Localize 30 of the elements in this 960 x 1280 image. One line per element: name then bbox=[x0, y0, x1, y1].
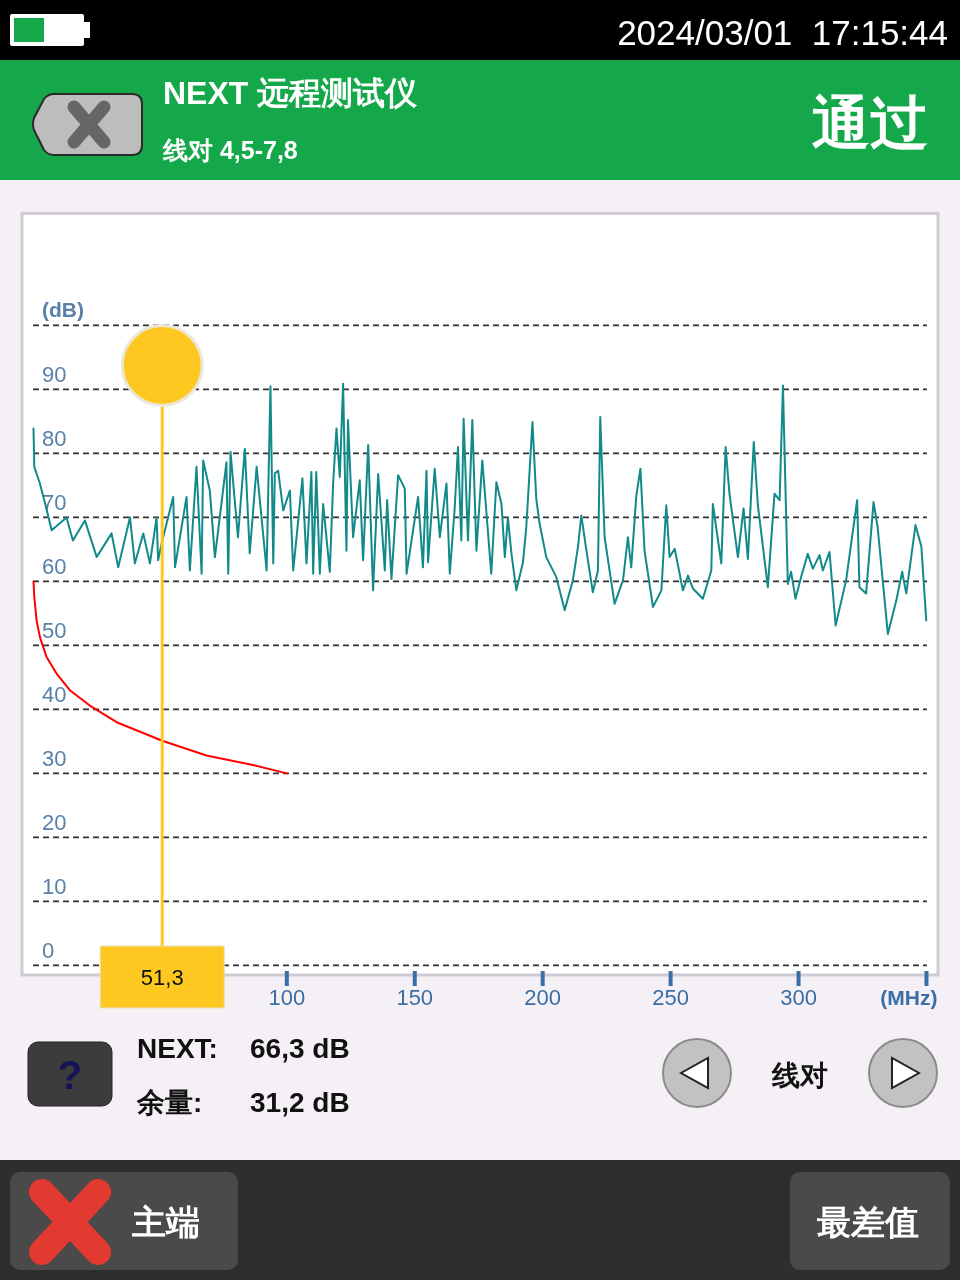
text: NEXT: bbox=[137, 1033, 218, 1064]
y-axis-title: (dB) bbox=[42, 298, 84, 322]
ref-line-label: 51,3 bbox=[140, 965, 184, 990]
x-tick-label: 200 bbox=[524, 985, 562, 1010]
worst-value-button: 最差值 bbox=[790, 1172, 950, 1270]
y-tick-label: 50 bbox=[42, 618, 67, 644]
text: 2024/03/01 17:15:44 bbox=[617, 13, 948, 52]
chart-title: NEXT 远程测试仪 bbox=[163, 75, 419, 111]
x-axis-title: (MHz) bbox=[880, 986, 938, 1009]
text: 线对 bbox=[771, 1060, 828, 1091]
cursor-label-tag: 51,3 bbox=[99, 945, 225, 1009]
text: 通过 bbox=[812, 90, 928, 155]
y-tick-label: 90 bbox=[42, 362, 67, 388]
y-tick-label: 60 bbox=[42, 554, 67, 580]
x-tick-label: 250 bbox=[652, 985, 689, 1010]
main-end-button: 主端 bbox=[10, 1172, 238, 1270]
x-tick-label: 100 bbox=[268, 985, 306, 1010]
y-tick-label: 40 bbox=[42, 682, 67, 708]
text: 31,2 dB bbox=[250, 1087, 350, 1118]
y-tick-label: 0 bbox=[42, 938, 55, 964]
help-button: ? bbox=[27, 1041, 113, 1107]
y-tick-label: 30 bbox=[42, 746, 67, 772]
y-tick-label: 80 bbox=[42, 426, 67, 452]
y-tick-label: 20 bbox=[42, 810, 67, 836]
x-tick-label: 150 bbox=[396, 985, 434, 1010]
chart-subtitle: 线对 4,5-7,8 bbox=[162, 136, 298, 164]
text: 66,3 dB bbox=[250, 1033, 350, 1064]
y-tick-label: 10 bbox=[42, 874, 67, 900]
text: 余量: bbox=[136, 1087, 203, 1118]
x-tick-label: 300 bbox=[780, 985, 817, 1010]
